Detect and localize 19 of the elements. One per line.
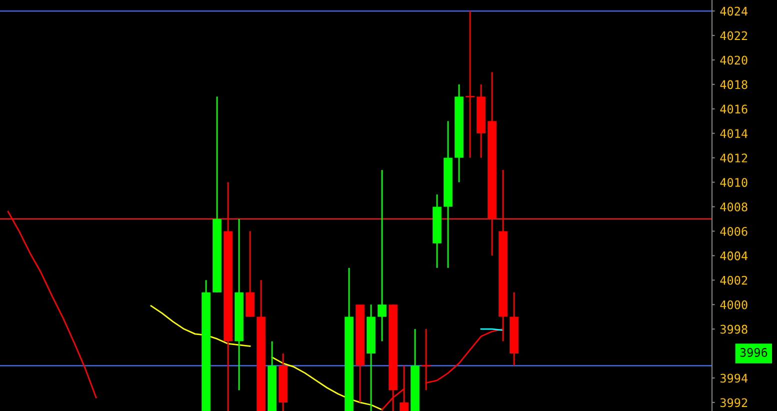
line-series — [7, 210, 97, 398]
text: 3996 — [740, 348, 768, 357]
y-tick-label: 4012 — [720, 154, 748, 162]
y-tick-label: 4010 — [720, 178, 748, 187]
y-tick-label: 4016 — [720, 104, 748, 114]
y-tick-label: 4004 — [720, 251, 748, 260]
candlestick — [378, 169, 386, 342]
y-tick-label: 3994 — [720, 374, 748, 383]
y-tick-label: 4000 — [720, 300, 748, 310]
y-tick-label: 4024 — [720, 6, 748, 16]
y-tick-label: 4002 — [720, 276, 748, 285]
y-tick-label: 4014 — [720, 129, 748, 138]
y-tick-label: 4022 — [720, 31, 748, 40]
y-tick-label: 3992 — [720, 398, 748, 408]
y-tick-label: 4006 — [720, 226, 748, 236]
y-tick-label: 4020 — [720, 56, 748, 65]
y-tick-label: 3998 — [720, 324, 748, 334]
y-tick-label: 4008 — [720, 202, 748, 212]
y-tick-label: 4018 — [720, 80, 748, 90]
